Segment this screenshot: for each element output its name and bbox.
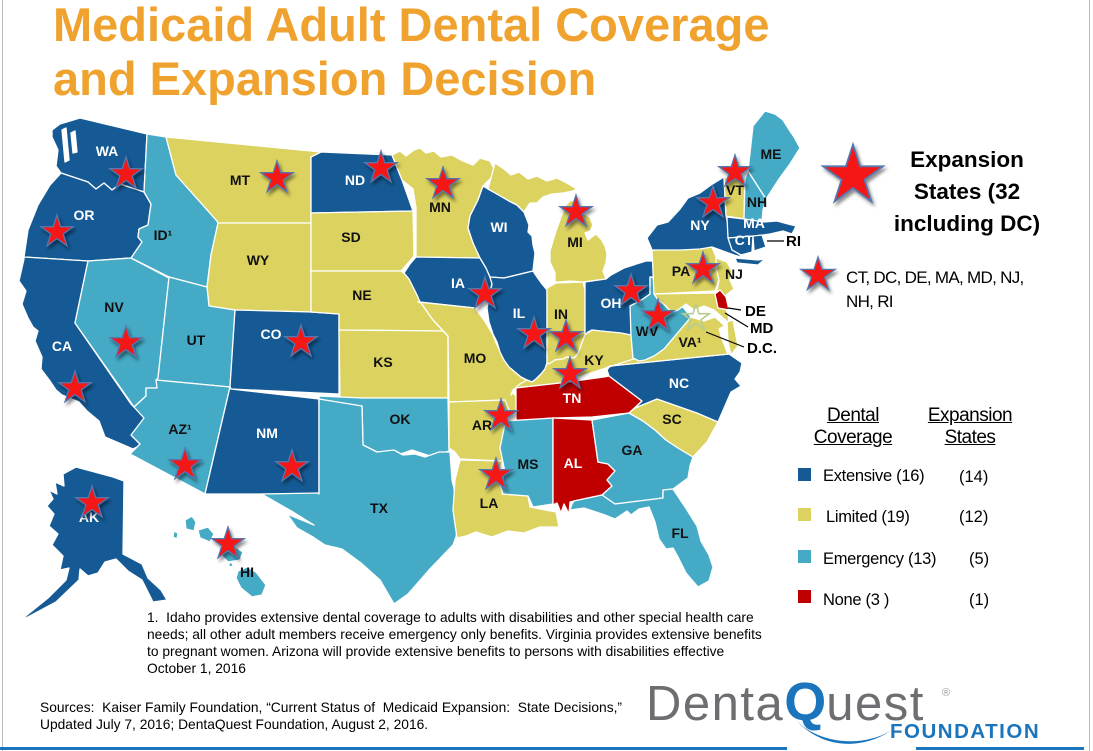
svg-text:HI: HI bbox=[240, 564, 254, 580]
svg-text:ME: ME bbox=[761, 146, 782, 162]
svg-text:SC: SC bbox=[662, 411, 681, 427]
svg-text:MT: MT bbox=[230, 172, 251, 188]
svg-text:RI: RI bbox=[786, 233, 801, 250]
svg-text:OK: OK bbox=[390, 411, 411, 427]
svg-text:OR: OR bbox=[74, 207, 95, 223]
svg-text:SD: SD bbox=[341, 229, 360, 245]
svg-text:NV: NV bbox=[104, 299, 124, 315]
svg-text:ID¹: ID¹ bbox=[154, 227, 173, 243]
svg-text:CT: CT bbox=[735, 232, 754, 248]
svg-text:AR: AR bbox=[472, 417, 492, 433]
svg-text:MD: MD bbox=[750, 320, 773, 337]
svg-text:IN: IN bbox=[554, 306, 568, 322]
svg-text:TN: TN bbox=[563, 390, 582, 406]
svg-text:MS: MS bbox=[518, 456, 539, 472]
svg-text:VT: VT bbox=[726, 182, 744, 198]
svg-text:FL: FL bbox=[671, 525, 689, 541]
svg-text:VA¹: VA¹ bbox=[678, 334, 701, 350]
svg-text:IL: IL bbox=[513, 305, 526, 321]
svg-text:IA: IA bbox=[451, 275, 465, 291]
svg-text:WY: WY bbox=[247, 252, 270, 268]
svg-text:WA: WA bbox=[96, 143, 119, 159]
svg-text:OH: OH bbox=[601, 295, 622, 311]
svg-text:D.C.: D.C. bbox=[747, 340, 777, 357]
svg-text:NM: NM bbox=[256, 425, 278, 441]
svg-text:CO: CO bbox=[261, 326, 282, 342]
svg-text:UT: UT bbox=[187, 332, 206, 348]
svg-text:AZ¹: AZ¹ bbox=[168, 421, 192, 437]
svg-text:KS: KS bbox=[373, 354, 392, 370]
svg-text:GA: GA bbox=[622, 442, 643, 458]
svg-text:NE: NE bbox=[352, 287, 371, 303]
svg-text:MI: MI bbox=[567, 234, 583, 250]
svg-text:WI: WI bbox=[490, 219, 507, 235]
svg-text:KY: KY bbox=[584, 352, 604, 368]
svg-text:LA: LA bbox=[480, 495, 499, 511]
svg-text:MN: MN bbox=[429, 199, 451, 215]
svg-text:DE: DE bbox=[745, 303, 766, 320]
svg-text:PA: PA bbox=[672, 263, 690, 279]
svg-text:ND: ND bbox=[345, 172, 365, 188]
svg-text:NY: NY bbox=[690, 217, 710, 233]
svg-text:MA: MA bbox=[743, 215, 765, 231]
svg-text:MO: MO bbox=[464, 350, 487, 366]
svg-text:NH: NH bbox=[747, 194, 767, 210]
svg-text:NC: NC bbox=[669, 375, 689, 391]
svg-text:TX: TX bbox=[370, 500, 389, 516]
svg-text:NJ: NJ bbox=[725, 266, 743, 282]
svg-text:AL: AL bbox=[564, 455, 583, 471]
svg-text:CA: CA bbox=[52, 338, 72, 354]
